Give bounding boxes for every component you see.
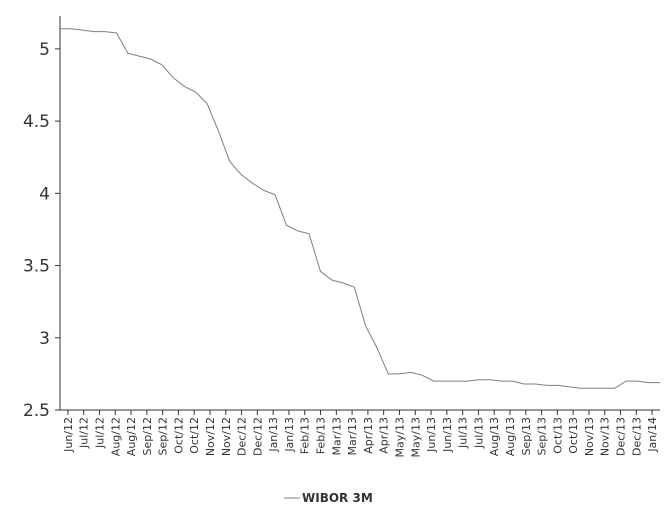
x-tick-label: Aug/12 xyxy=(125,417,138,456)
x-tick-label: Feb/13 xyxy=(299,417,312,454)
x-tick-label: Oct/13 xyxy=(551,417,564,454)
y-tick-label: 4 xyxy=(39,184,50,204)
series-line-wibor-3m xyxy=(60,28,660,389)
x-tick-label: Apr/13 xyxy=(362,417,375,454)
x-tick-label: Aug/12 xyxy=(109,417,122,456)
y-tick-label: 2.5 xyxy=(23,401,50,421)
x-tick-label: Jul/13 xyxy=(457,417,470,449)
y-tick-label: 4.5 xyxy=(23,112,50,132)
x-tick-label: Feb/13 xyxy=(315,417,328,454)
x-tick-label: Apr/13 xyxy=(378,417,391,454)
x-tick-label: Aug/13 xyxy=(488,417,501,456)
x-tick-label: Aug/13 xyxy=(504,417,517,456)
x-tick-label: Jan/14 xyxy=(646,417,659,453)
x-tick-label: Sep/13 xyxy=(536,417,549,455)
x-tick-label: Dec/13 xyxy=(615,417,628,456)
x-tick-label: Dec/12 xyxy=(236,417,249,456)
x-tick-label: Mar/13 xyxy=(346,417,359,455)
x-tick-label: Jun/13 xyxy=(425,417,438,453)
x-tick-label: Nov/12 xyxy=(220,417,233,456)
y-ticks: 2.5 3 3.5 4 4.5 5 xyxy=(23,40,60,421)
x-tick-label: Oct/12 xyxy=(188,417,201,454)
axes xyxy=(59,16,660,411)
x-tick-label: Jun/12 xyxy=(62,417,75,453)
x-tick-label: Oct/13 xyxy=(567,417,580,454)
x-tick-label: Dec/12 xyxy=(251,417,264,456)
x-tick-label: Nov/13 xyxy=(583,417,596,456)
x-tick-label: Jul/13 xyxy=(472,417,485,449)
x-tick-label: Sep/12 xyxy=(141,417,154,455)
x-tick-label: Sep/12 xyxy=(157,417,170,455)
x-tick-label: Sep/13 xyxy=(520,417,533,455)
x-tick-label: May/13 xyxy=(393,417,406,457)
y-tick-label: 5 xyxy=(39,40,50,60)
x-tick-label: Jul/12 xyxy=(93,417,106,449)
x-tick-label: Jan/13 xyxy=(283,417,296,453)
x-tick-label: May/13 xyxy=(409,417,422,457)
legend-label: WIBOR 3M xyxy=(302,491,373,505)
legend: WIBOR 3M xyxy=(284,491,373,505)
x-tick-label: Oct/12 xyxy=(172,417,185,454)
x-tick-label: Jul/12 xyxy=(78,417,91,449)
y-tick-label: 3 xyxy=(39,329,50,349)
x-tick-label: Nov/12 xyxy=(204,417,217,456)
y-tick-label: 3.5 xyxy=(23,257,50,277)
x-tick-label: Mar/13 xyxy=(330,417,343,455)
x-ticks: Jun/12 Jul/12 Jul/12 Aug/12 Aug/12 Sep/12 Sep/… xyxy=(62,410,659,457)
x-tick-label: Jun/13 xyxy=(441,417,454,453)
x-tick-label: Dec/13 xyxy=(630,417,643,456)
x-tick-label: Jan/13 xyxy=(267,417,280,453)
x-tick-label: Nov/13 xyxy=(599,417,612,456)
